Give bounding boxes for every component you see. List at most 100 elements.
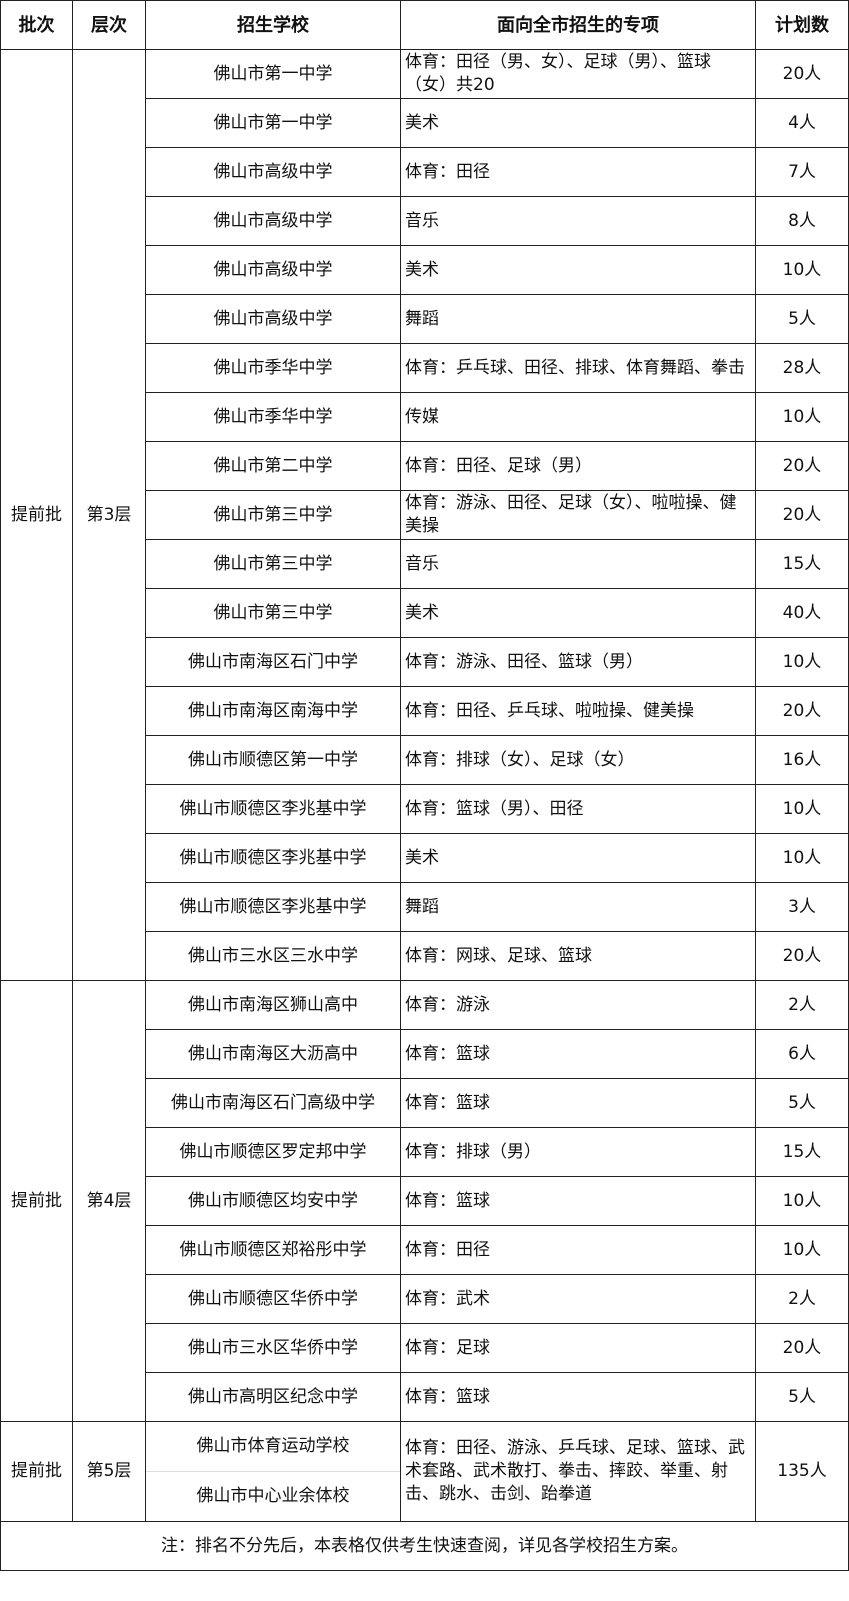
table-row: 佛山市南海区石门中学 体育：游泳、田径、篮球（男） 10人 [1,637,849,687]
school-cell: 佛山市顺德区李兆基中学 [145,784,401,834]
school-cell: 佛山市顺德区第一中学 [145,735,401,785]
table-row: 佛山市高级中学 音乐 8人 [1,196,849,246]
school-cell: 佛山市高级中学 [145,294,401,344]
count-cell: 3人 [755,882,849,932]
specialty-cell: 体育：排球（男） [400,1127,756,1177]
table-row: 佛山市高级中学 美术 10人 [1,245,849,295]
school-cell: 佛山市顺德区华侨中学 [145,1274,401,1324]
count-cell: 8人 [755,196,849,246]
table-row: 佛山市三水区三水中学 体育：网球、足球、篮球 20人 [1,931,849,981]
school-cell: 佛山市顺德区罗定邦中学 [145,1127,401,1177]
school-cell: 佛山市顺德区李兆基中学 [145,882,401,932]
batch-cell: 提前批 [0,980,73,1422]
count-cell: 2人 [755,980,849,1030]
school-cell: 佛山市顺德区李兆基中学 [145,833,401,883]
specialty-cell: 体育：篮球 [400,1176,756,1226]
specialty-cell: 体育：游泳 [400,980,756,1030]
tier-cell: 第3层 [72,49,146,981]
header-count: 计划数 [755,0,849,50]
count-cell: 135人 [755,1421,849,1522]
specialty-cell: 美术 [400,245,756,295]
count-cell: 15人 [755,1127,849,1177]
note-row: 注：排名不分先后，本表格仅供考生快速查阅，详见各学校招生方案。 [0,1521,849,1571]
count-cell: 10人 [755,1225,849,1275]
footnote: 注：排名不分先后，本表格仅供考生快速查阅，详见各学校招生方案。 [0,1521,849,1571]
count-cell: 40人 [755,588,849,638]
table-row: 佛山市顺德区罗定邦中学 体育：排球（男） 15人 [1,1127,849,1177]
table-row: 佛山市顺德区第一中学 体育：排球（女）、足球（女） 16人 [1,735,849,785]
specialty-cell: 体育：排球（女）、足球（女） [400,735,756,785]
table-row: 佛山市顺德区李兆基中学 舞蹈 3人 [1,882,849,932]
specialty-cell: 体育：田径（男、女）、足球（男）、篮球（女）共20 [400,49,756,99]
table-row: 佛山市第二中学 体育：田径、足球（男） 20人 [1,441,849,491]
count-cell: 15人 [755,539,849,589]
batch-cell: 提前批 [0,1421,73,1522]
header-tier: 层次 [72,0,146,50]
specialty-cell: 舞蹈 [400,294,756,344]
table-row: 佛山市高级中学 体育：田径 7人 [1,147,849,197]
count-cell: 16人 [755,735,849,785]
header-specialty: 面向全市招生的专项 [400,0,756,50]
specialty-cell: 体育：游泳、田径、足球（女）、啦啦操、健美操 [400,490,756,540]
count-cell: 10人 [755,637,849,687]
school-cell: 佛山市南海区大沥高中 [145,1029,401,1079]
specialty-cell: 体育：篮球 [400,1078,756,1128]
specialty-cell: 传媒 [400,392,756,442]
specialty-cell: 体育：田径、足球（男） [400,441,756,491]
table-row: 佛山市南海区石门高级中学 体育：篮球 5人 [1,1078,849,1128]
school-cell: 佛山市第三中学 [145,539,401,589]
school-cell: 佛山市季华中学 [145,392,401,442]
specialty-cell: 体育：田径 [400,147,756,197]
table-row: 佛山市第一中学 美术 4人 [1,98,849,148]
specialty-cell: 舞蹈 [400,882,756,932]
count-cell: 5人 [755,1078,849,1128]
header-school: 招生学校 [145,0,401,50]
table-row-tier5: 提前批 第5层 佛山市体育运动学校 佛山市中心业余体校 体育：田径、游泳、乒乓球… [0,1421,849,1522]
specialty-cell: 体育：田径、乒乓球、啦啦操、健美操 [400,686,756,736]
table-row: 佛山市高级中学 舞蹈 5人 [1,294,849,344]
count-cell: 20人 [755,1323,849,1373]
count-cell: 4人 [755,98,849,148]
header-batch: 批次 [0,0,73,50]
school-cell: 佛山市季华中学 [145,343,401,393]
specialty-cell: 体育：篮球 [400,1029,756,1079]
count-cell: 10人 [755,1176,849,1226]
school-cell: 佛山市南海区狮山高中 [145,980,401,1030]
specialty-cell: 体育：游泳、田径、篮球（男） [400,637,756,687]
count-cell: 2人 [755,1274,849,1324]
count-cell: 6人 [755,1029,849,1079]
school-cell: 佛山市南海区石门高级中学 [145,1078,401,1128]
count-cell: 20人 [755,490,849,540]
count-cell: 20人 [755,441,849,491]
batch-cell: 提前批 [0,49,73,981]
school-cell: 佛山市第一中学 [145,49,401,99]
school-cell: 佛山市第三中学 [145,490,401,540]
table-row: 提前批 第3层 佛山市第一中学 体育：田径（男、女）、足球（男）、篮球（女）共20 20… [0,49,849,981]
specialty-cell: 音乐 [400,196,756,246]
count-cell: 10人 [755,392,849,442]
school-cell: 佛山市顺德区郑裕彤中学 [145,1225,401,1275]
count-cell: 5人 [755,294,849,344]
specialty-cell: 体育：篮球 [400,1372,756,1422]
specialty-cell: 美术 [400,98,756,148]
tier-cell: 第4层 [72,980,146,1422]
table-row: 佛山市顺德区均安中学 体育：篮球 10人 [1,1176,849,1226]
specialty-cell: 体育：武术 [400,1274,756,1324]
school-cell: 佛山市高级中学 [145,245,401,295]
specialty-cell: 体育：网球、足球、篮球 [400,931,756,981]
table-row: 佛山市顺德区李兆基中学 美术 10人 [1,833,849,883]
specialty-cell: 美术 [400,833,756,883]
count-cell: 10人 [755,784,849,834]
header-row: 批次 层次 招生学校 面向全市招生的专项 计划数 [0,0,849,50]
school-cell: 佛山市三水区华侨中学 [145,1323,401,1373]
school-name: 佛山市中心业余体校 [146,1471,400,1521]
specialty-cell: 音乐 [400,539,756,589]
school-cell: 佛山市三水区三水中学 [145,931,401,981]
school-cell: 佛山市第一中学 [145,98,401,148]
count-cell: 7人 [755,147,849,197]
specialty-cell: 体育：足球 [400,1323,756,1373]
school-cell: 佛山市南海区南海中学 [145,686,401,736]
school-cell: 佛山市第三中学 [145,588,401,638]
table-row: 佛山市高明区纪念中学 体育：篮球 5人 [1,1372,849,1422]
count-cell: 20人 [755,931,849,981]
